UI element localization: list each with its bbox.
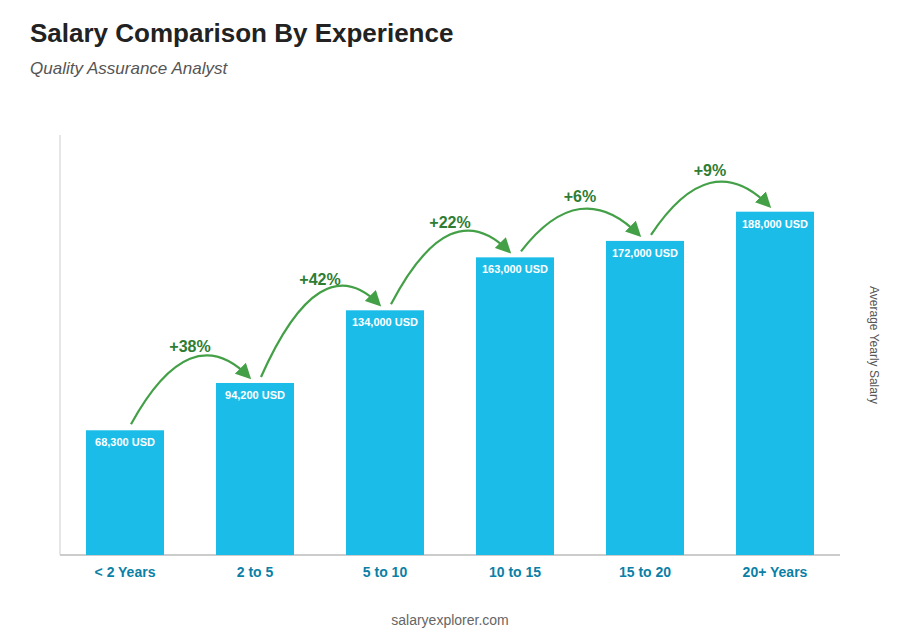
x-tick-label: < 2 Years — [95, 564, 156, 580]
bar — [346, 310, 424, 555]
change-arrow — [521, 209, 639, 252]
data-label: 94,200 USD — [225, 389, 285, 401]
x-tick-label: 10 to 15 — [489, 564, 541, 580]
bar — [216, 383, 294, 555]
change-label: +22% — [429, 214, 470, 231]
data-label: 172,000 USD — [612, 247, 678, 259]
bar — [606, 241, 684, 555]
title: Salary Comparison By Experience — [30, 18, 453, 48]
x-tick-label: 20+ Years — [743, 564, 808, 580]
change-arrow — [131, 355, 249, 424]
bar — [86, 430, 164, 555]
change-arrow — [391, 231, 509, 305]
y-axis-label: Average Yearly Salary — [867, 286, 881, 404]
data-label: 163,000 USD — [482, 263, 548, 275]
change-arrow — [261, 286, 379, 377]
change-label: +38% — [169, 338, 210, 355]
x-tick-label: 5 to 10 — [363, 564, 408, 580]
x-tick-label: 2 to 5 — [237, 564, 274, 580]
footer: salaryexplorer.com — [391, 612, 509, 628]
x-tick-label: 15 to 20 — [619, 564, 671, 580]
y-axis-line — [60, 135, 61, 555]
chart-container: Salary Comparison By Experience Quality A… — [0, 0, 900, 641]
data-label: 188,000 USD — [742, 218, 808, 230]
change-label: +6% — [564, 188, 596, 205]
chart-svg: Salary Comparison By Experience Quality A… — [0, 0, 900, 641]
bars — [86, 212, 814, 555]
subtitle: Quality Assurance Analyst — [30, 59, 228, 78]
change-label: +9% — [694, 162, 726, 179]
bar — [736, 212, 814, 555]
change-arrow — [651, 182, 769, 235]
data-label: 134,000 USD — [352, 316, 418, 328]
bar — [476, 257, 554, 555]
change-label: +42% — [299, 271, 340, 288]
x-axis-line — [60, 555, 840, 556]
data-label: 68,300 USD — [95, 436, 155, 448]
